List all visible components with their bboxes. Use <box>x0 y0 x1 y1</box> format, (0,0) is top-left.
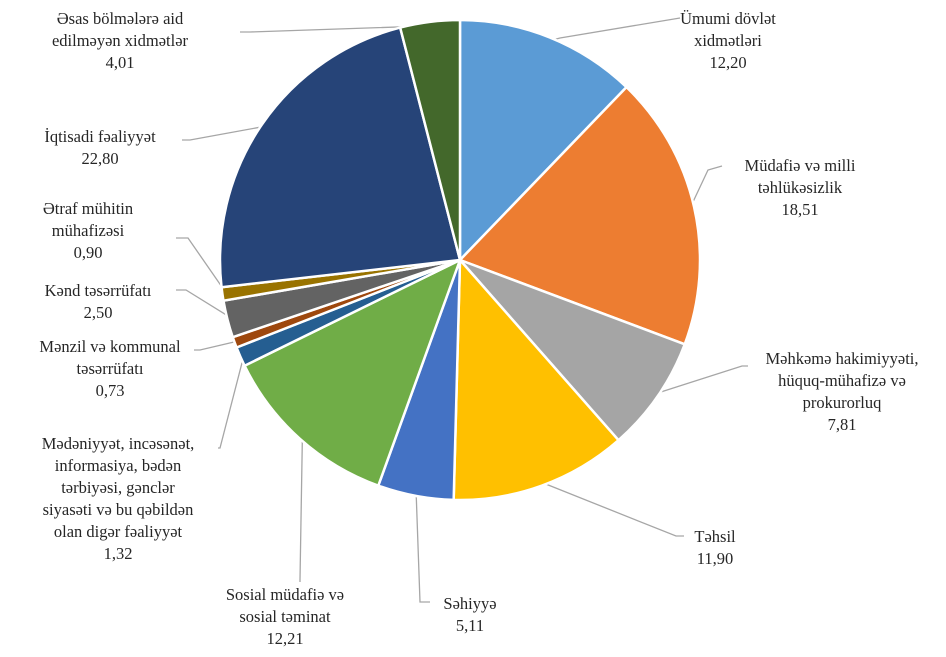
slice-category-label: Mənzil və kommunal <box>39 337 181 356</box>
pie-slices <box>218 18 702 502</box>
leader-line <box>182 125 266 141</box>
slice-label: Müdafiə və milli təhlükəsizlik 18,51 <box>745 156 856 219</box>
slice-label: Ümumi dövlət xidmətləri 12,20 <box>680 9 776 72</box>
pie-slice <box>242 257 463 488</box>
slice-value-label: 0,90 <box>74 243 103 262</box>
slice-label: Sosial müdafiə və sosial təminat 12,21 <box>226 585 344 648</box>
slice-category-label: Səhiyyə <box>443 594 496 613</box>
slice-label: İqtisadi fəaliyyət 22,80 <box>44 127 156 168</box>
leader-line <box>176 237 227 294</box>
slice-value-label: 22,80 <box>81 149 118 168</box>
leader-line <box>540 481 684 537</box>
slice-label: Mədəniyyət, incəsənət, informasiya, bədən… <box>42 434 195 563</box>
pie-slice <box>218 26 462 289</box>
slice-label: Kənd təsərrüfatı 2,50 <box>45 281 152 322</box>
leader-line <box>654 365 748 395</box>
slice-value-label: 5,11 <box>456 616 484 635</box>
slice-category-label: hüquq-mühafizə və <box>778 371 906 390</box>
slice-category-label: olan digər fəaliyyət <box>54 522 183 541</box>
leader-line <box>218 354 245 449</box>
pie-slice <box>458 18 629 264</box>
pie-slice <box>398 18 462 261</box>
slice-category-label: edilməyən xidmətlər <box>52 31 189 50</box>
slice-value-label: 18,51 <box>781 200 818 219</box>
slice-category-label: Təhsil <box>694 527 736 546</box>
slice-category-label: prokurorluq <box>803 393 882 412</box>
pie-slice <box>457 85 702 346</box>
slice-value-label: 1,32 <box>104 544 133 563</box>
slice-value-label: 2,50 <box>84 303 113 322</box>
slice-label: Əsas bölmələrə aid edilməyən xidmətlər 4,0… <box>52 9 189 72</box>
slice-category-label: təsərrüfatı <box>77 359 144 378</box>
leader-line <box>415 491 430 603</box>
slice-label: Mənzil və kommunal təsərrüfatı 0,73 <box>39 337 181 400</box>
slice-value-label: 12,20 <box>709 53 746 72</box>
slice-category-label: Ümumi dövlət <box>680 9 776 28</box>
leader-lines <box>176 17 748 603</box>
slice-category-label: sosial təminat <box>239 607 331 626</box>
slice-label: Ətraf mühitin mühafizəsi 0,90 <box>43 199 133 262</box>
slice-category-label: Kənd təsərrüfatı <box>45 281 152 300</box>
leader-line <box>689 165 723 209</box>
slice-category-label: İqtisadi fəaliyyət <box>44 127 156 146</box>
slice-label: Təhsil 11,90 <box>694 527 736 568</box>
slice-category-label: təhlükəsizlik <box>758 178 843 197</box>
slice-category-label: Mədəniyyət, incəsənət, <box>42 434 195 453</box>
slice-category-label: Məhkəmə hakimiyyəti, <box>765 349 918 368</box>
slice-value-label: 4,01 <box>106 53 135 72</box>
slice-value-label: 0,73 <box>96 381 125 400</box>
pie-slice <box>459 258 687 442</box>
slice-category-label: informasiya, bədən <box>55 456 181 475</box>
leader-line <box>299 435 304 582</box>
slice-category-label: mühafizəsi <box>52 221 125 240</box>
slice-value-label: 7,81 <box>828 415 857 434</box>
slice-category-label: xidmətləri <box>694 31 762 50</box>
slice-category-label: Əsas bölmələrə aid <box>57 9 184 28</box>
leader-line <box>240 25 431 33</box>
leader-line <box>176 289 232 319</box>
slice-label: Məhkəmə hakimiyyəti, hüquq-mühafizə və pro… <box>765 349 918 434</box>
slice-category-label: siyasəti və bu qəbildən <box>43 500 194 519</box>
slice-labels: Ümumi dövlət xidmətləri 12,20 Müdafiə və mi… <box>39 9 918 648</box>
slice-category-label: Sosial müdafiə və <box>226 585 344 604</box>
leader-line <box>548 17 681 42</box>
slice-value-label: 11,90 <box>697 549 734 568</box>
leader-line <box>194 340 239 351</box>
slice-category-label: tərbiyəsi, gənclər <box>61 478 175 497</box>
slice-label: Səhiyyə 5,11 <box>443 594 496 635</box>
pie-slice <box>452 256 621 502</box>
slice-category-label: Müdafiə və milli <box>745 156 856 175</box>
slice-value-label: 12,21 <box>266 629 303 648</box>
slice-category-label: Ətraf mühitin <box>43 199 133 218</box>
